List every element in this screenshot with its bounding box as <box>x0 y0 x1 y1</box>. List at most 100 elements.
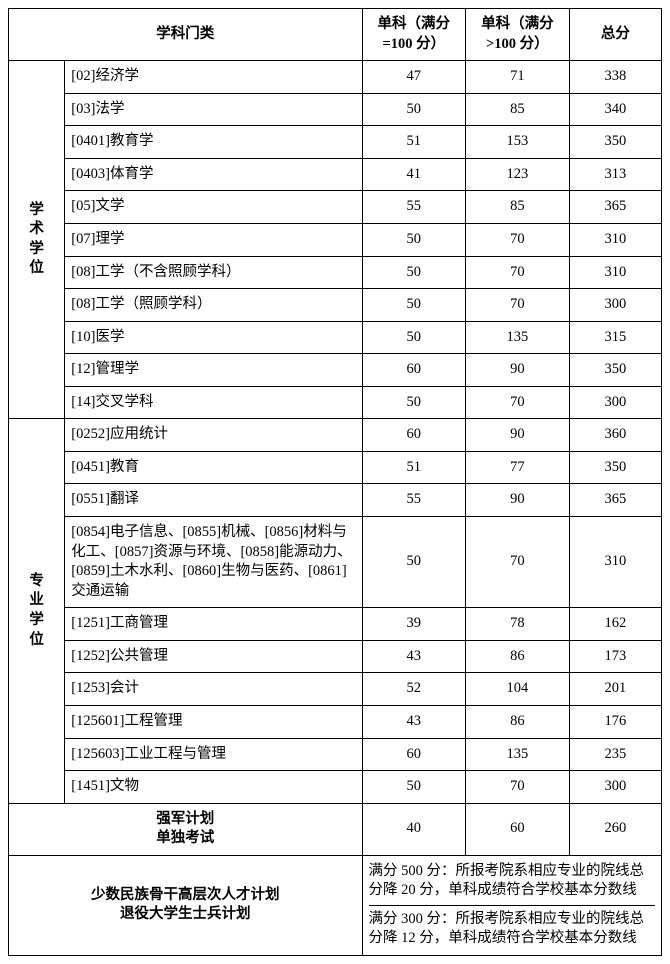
table-row: [12]管理学6090350 <box>9 354 662 387</box>
category-cell: 学术学位 <box>9 61 65 419</box>
single-gt100-cell: 85 <box>466 93 570 126</box>
single-gt100-cell: 104 <box>466 673 570 706</box>
subject-cell: [02]经济学 <box>65 61 362 94</box>
header-category: 学科门类 <box>9 9 363 61</box>
total-cell: 176 <box>569 705 661 738</box>
header-row: 学科门类 单科（满分=100 分） 单科（满分>100 分） 总分 <box>9 9 662 61</box>
subject-cell: [0551]翻译 <box>65 484 362 517</box>
plan-label-line: 单独考试 <box>13 829 358 849</box>
total-cell: 300 <box>569 771 661 804</box>
plan-label-line: 少数民族骨干高层次人才计划 <box>13 886 358 906</box>
subject-cell: [08]工学（不含照顾学科） <box>65 256 362 289</box>
single-gt100-cell: 153 <box>466 126 570 159</box>
plan-label: 少数民族骨干高层次人才计划退役大学生士兵计划 <box>9 855 363 955</box>
single-gt100-cell: 86 <box>466 705 570 738</box>
plan-note-line: 满分 500 分：所报考院系相应专业的院线总分降 20 分，单科成绩符合学校基本… <box>369 862 656 901</box>
single-gt100-cell: 77 <box>466 451 570 484</box>
header-single-100: 单科（满分=100 分） <box>362 9 466 61</box>
single-gt100-cell: 90 <box>466 419 570 452</box>
subject-cell: [1252]公共管理 <box>65 640 362 673</box>
subject-cell: [03]法学 <box>65 93 362 126</box>
subject-cell: [0854]电子信息、[0855]机械、[0856]材料与化工、[0857]资源… <box>65 517 362 608</box>
single-gt100-cell: 70 <box>466 771 570 804</box>
subject-cell: [0403]体育学 <box>65 158 362 191</box>
table-row: [125601]工程管理4386176 <box>9 705 662 738</box>
total-cell: 173 <box>569 640 661 673</box>
subject-cell: [125601]工程管理 <box>65 705 362 738</box>
table-row: [1253]会计52104201 <box>9 673 662 706</box>
table-row: [05]文学5585365 <box>9 191 662 224</box>
single-gt100-cell: 135 <box>466 738 570 771</box>
subject-cell: [14]交叉学科 <box>65 386 362 419</box>
total-cell: 310 <box>569 223 661 256</box>
total-cell: 350 <box>569 126 661 159</box>
special-plan-row: 少数民族骨干高层次人才计划退役大学生士兵计划满分 500 分：所报考院系相应专业… <box>9 855 662 955</box>
single-100-cell: 47 <box>362 61 466 94</box>
total-cell: 201 <box>569 673 661 706</box>
subject-cell: [08]工学（照顾学科） <box>65 289 362 322</box>
total-cell: 315 <box>569 321 661 354</box>
single-100-cell: 43 <box>362 640 466 673</box>
table-row: 专业学位[0252]应用统计6090360 <box>9 419 662 452</box>
single-gt100-cell: 86 <box>466 640 570 673</box>
subject-cell: [0451]教育 <box>65 451 362 484</box>
single-gt100-cell: 70 <box>466 256 570 289</box>
single-100-cell: 39 <box>362 608 466 641</box>
total-cell: 310 <box>569 256 661 289</box>
single-gt100-cell: 123 <box>466 158 570 191</box>
total-cell: 350 <box>569 354 661 387</box>
total-cell: 313 <box>569 158 661 191</box>
plan-label: 强军计划单独考试 <box>9 803 363 855</box>
subject-cell: [0401]教育学 <box>65 126 362 159</box>
total-cell: 162 <box>569 608 661 641</box>
single-100-cell: 50 <box>362 223 466 256</box>
single-gt100-cell: 70 <box>466 517 570 608</box>
subject-cell: [1251]工商管理 <box>65 608 362 641</box>
table-row: [1451]文物5070300 <box>9 771 662 804</box>
single-100-cell: 51 <box>362 126 466 159</box>
total-cell: 340 <box>569 93 661 126</box>
table-row: [03]法学5085340 <box>9 93 662 126</box>
single-100-cell: 50 <box>362 289 466 322</box>
single-gt100-cell: 90 <box>466 484 570 517</box>
single-gt100-cell: 78 <box>466 608 570 641</box>
plan-label-line: 强军计划 <box>13 810 358 830</box>
total-cell: 235 <box>569 738 661 771</box>
table-row: [07]理学5070310 <box>9 223 662 256</box>
table-row: [0401]教育学51153350 <box>9 126 662 159</box>
subject-cell: [05]文学 <box>65 191 362 224</box>
total-cell: 365 <box>569 484 661 517</box>
single-100-cell: 50 <box>362 256 466 289</box>
single-100-cell: 50 <box>362 321 466 354</box>
total-cell: 350 <box>569 451 661 484</box>
plan-label-line: 退役大学生士兵计划 <box>13 905 358 925</box>
table-row: [125603]工业工程与管理60135235 <box>9 738 662 771</box>
single-gt100-cell: 70 <box>466 289 570 322</box>
single-100-cell: 55 <box>362 484 466 517</box>
single-100-cell: 50 <box>362 386 466 419</box>
divider <box>369 905 656 906</box>
table-row: [1251]工商管理3978162 <box>9 608 662 641</box>
total-cell: 300 <box>569 386 661 419</box>
total-cell: 338 <box>569 61 661 94</box>
subject-cell: [12]管理学 <box>65 354 362 387</box>
total-cell: 300 <box>569 289 661 322</box>
single-100-cell: 40 <box>362 803 466 855</box>
single-100-cell: 60 <box>362 419 466 452</box>
subject-cell: [1253]会计 <box>65 673 362 706</box>
header-single-gt100: 单科（满分>100 分） <box>466 9 570 61</box>
total-cell: 365 <box>569 191 661 224</box>
table-row: [1252]公共管理4386173 <box>9 640 662 673</box>
table-row: [08]工学（照顾学科）5070300 <box>9 289 662 322</box>
table-row: [08]工学（不含照顾学科）5070310 <box>9 256 662 289</box>
total-cell: 310 <box>569 517 661 608</box>
single-100-cell: 52 <box>362 673 466 706</box>
subject-cell: [10]医学 <box>65 321 362 354</box>
table-row: [0854]电子信息、[0855]机械、[0856]材料与化工、[0857]资源… <box>9 517 662 608</box>
single-gt100-cell: 71 <box>466 61 570 94</box>
table-row: [0451]教育5177350 <box>9 451 662 484</box>
score-table: 学科门类 单科（满分=100 分） 单科（满分>100 分） 总分 学术学位[0… <box>8 8 662 956</box>
single-100-cell: 60 <box>362 738 466 771</box>
table-row: [10]医学50135315 <box>9 321 662 354</box>
single-gt100-cell: 85 <box>466 191 570 224</box>
